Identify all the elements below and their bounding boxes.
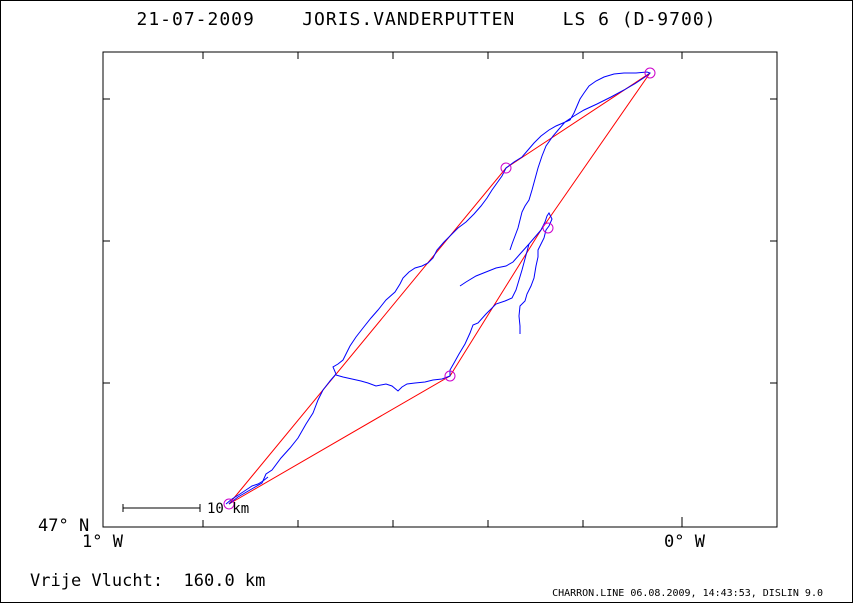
task-route (228, 72, 651, 505)
turnpoint-2 (500, 162, 512, 174)
axis-ticks (103, 52, 777, 527)
scale-bar (122, 504, 201, 512)
turnpoint-4 (542, 222, 554, 234)
page-title: 21-07-2009 JORIS.VANDERPUTTEN LS 6 (D-97… (136, 9, 717, 30)
free-flight-distance: Vrije Vlucht: 160.0 km (30, 571, 266, 591)
latitude-label: 47° N (38, 516, 90, 536)
turnpoint-3 (644, 67, 656, 79)
flight-track (225, 71, 652, 505)
turnpoint-start (223, 498, 235, 510)
longitude-zero-label: 0° W (664, 532, 705, 552)
footer-info: CHARRON.LINE 06.08.2009, 14:43:53, DISLI… (552, 588, 823, 599)
turnpoint-5 (444, 370, 456, 382)
scale-bar-label: 10 km (207, 501, 250, 517)
turnpoint-markers (223, 67, 656, 510)
longitude-west-label: 1° W (82, 532, 123, 552)
plot-area (102, 51, 778, 528)
